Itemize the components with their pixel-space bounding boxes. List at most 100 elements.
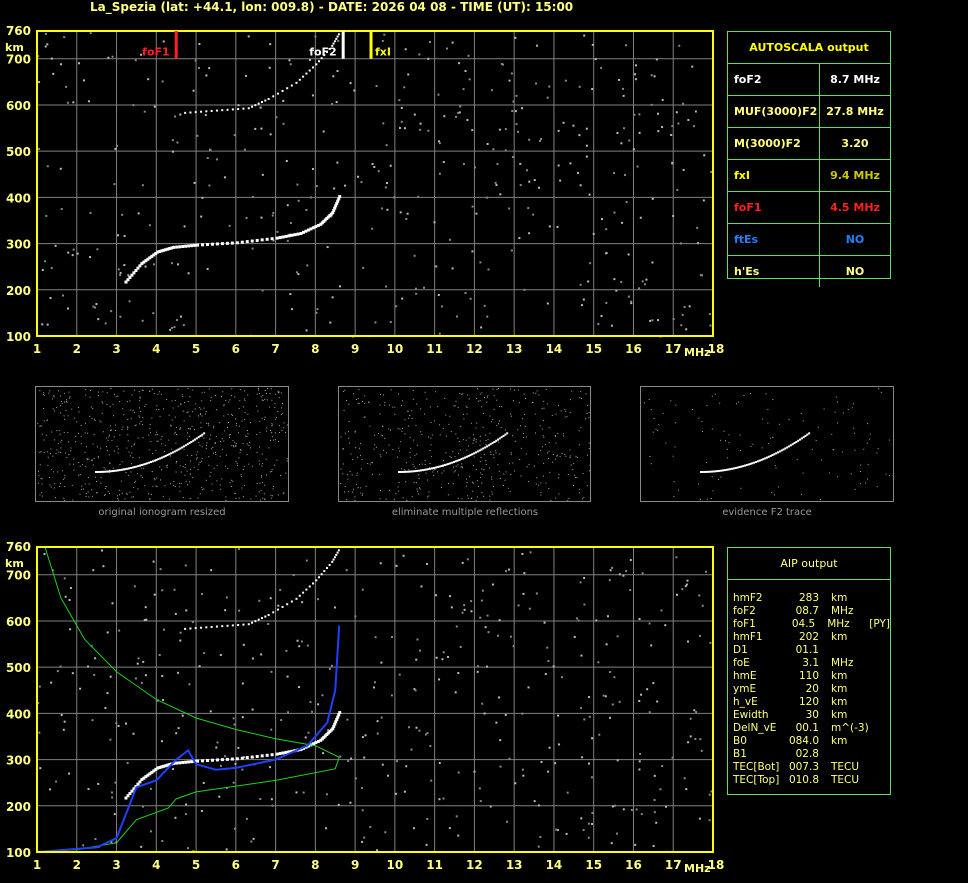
thumb-dot	[462, 439, 464, 441]
noise-dot	[345, 569, 348, 572]
thumb-dot	[241, 476, 243, 478]
thumb-dot	[411, 495, 413, 497]
thumb-dot	[281, 403, 283, 405]
thumb-dot	[85, 446, 87, 448]
thumb-dot	[164, 451, 166, 453]
thumb-dot	[150, 493, 152, 495]
noise-dot	[143, 619, 146, 622]
thumb-dot	[467, 497, 469, 499]
noise-dot	[161, 840, 164, 843]
thumb-dot	[213, 425, 215, 427]
thumb-dot	[160, 438, 162, 440]
noise-dot	[657, 319, 660, 322]
thumb-dot	[258, 393, 260, 395]
noise-dot	[187, 272, 190, 275]
param-name: foF1	[728, 192, 820, 223]
thumb-dot	[508, 463, 510, 465]
thumb-dot	[59, 395, 61, 397]
thumb-trace	[431, 467, 433, 470]
thumb-dot	[166, 467, 168, 469]
echo-point	[140, 778, 144, 782]
noise-dot	[194, 59, 197, 62]
thumb-dot	[256, 405, 258, 407]
thumb-dot	[121, 461, 123, 463]
thumb-dot	[867, 423, 869, 425]
noise-dot	[618, 700, 621, 703]
noise-dot	[419, 122, 422, 125]
thumb-trace	[137, 465, 140, 468]
noise-dot	[185, 803, 188, 806]
noise-dot	[611, 805, 614, 808]
thumb-dot	[274, 407, 276, 409]
thumb-dot	[174, 486, 176, 488]
thumb-trace	[173, 450, 176, 453]
thumb-dot	[542, 435, 544, 437]
noise-dot	[588, 762, 591, 765]
x-tick-label: 15	[585, 858, 602, 872]
thumb-dot	[360, 492, 362, 494]
thumb-dot	[390, 389, 392, 391]
thumb-dot	[210, 396, 212, 398]
noise-dot	[580, 817, 583, 820]
thumb-dot	[272, 488, 274, 490]
thumb-dot	[344, 485, 346, 487]
noise-dot	[588, 193, 591, 196]
thumb-dot	[425, 472, 427, 474]
echo-point	[331, 211, 335, 215]
thumb-dot	[461, 498, 463, 500]
noise-dot	[347, 760, 350, 763]
noise-dot	[528, 138, 531, 141]
echo-point	[257, 102, 260, 105]
thumb-dot	[180, 427, 182, 429]
noise-dot	[426, 732, 429, 735]
thumb-trace	[403, 470, 406, 473]
thumb-dot	[112, 467, 114, 469]
noise-dot	[309, 701, 312, 704]
noise-dot	[364, 734, 367, 737]
thumb-dot	[197, 497, 199, 499]
noise-dot	[683, 777, 686, 780]
x-tick-label: 18	[708, 342, 725, 356]
thumb-dot	[775, 467, 777, 469]
aip-row: hmF2 283 km	[733, 592, 890, 605]
thumb-dot	[139, 416, 141, 418]
thumb-dot	[495, 452, 497, 454]
aip-value: 010.8	[788, 774, 819, 786]
noise-dot	[653, 799, 656, 802]
thumb-trace	[186, 443, 189, 446]
thumb-dot	[43, 394, 45, 396]
thumb-dot	[643, 402, 645, 404]
echo-point	[275, 236, 279, 240]
noise-dot	[408, 726, 411, 729]
x-tick-label: 16	[625, 342, 642, 356]
thumb-dot	[465, 405, 467, 407]
noise-dot	[680, 324, 683, 327]
noise-dot	[559, 179, 562, 182]
thumb-dot	[238, 497, 240, 499]
thumb-dot	[261, 465, 263, 467]
noise-dot	[521, 552, 524, 555]
noise-dot	[395, 564, 398, 567]
thumb-dot	[163, 408, 165, 410]
thumb-dot	[496, 425, 498, 427]
thumb-dot	[54, 483, 56, 485]
thumb-dot	[457, 474, 459, 476]
thumb-dot	[519, 425, 521, 427]
thumb-dot	[545, 482, 547, 484]
noise-dot	[371, 227, 374, 230]
noise-dot	[455, 115, 458, 118]
thumb-dot	[750, 392, 752, 394]
aip-value: 01.1	[795, 644, 819, 656]
echo-point	[250, 755, 254, 759]
thumb-trace	[179, 447, 182, 450]
echo-point	[255, 754, 259, 758]
thumb-dot	[409, 451, 411, 453]
thumb-dot	[235, 444, 237, 446]
echo-point	[200, 626, 203, 629]
echo-point	[316, 223, 320, 227]
thumb-trace	[425, 468, 428, 471]
thumb-dot	[565, 455, 567, 457]
thumb-dot	[223, 440, 225, 442]
thumb-dot	[412, 463, 414, 465]
aip-param: hmF1	[733, 631, 763, 643]
